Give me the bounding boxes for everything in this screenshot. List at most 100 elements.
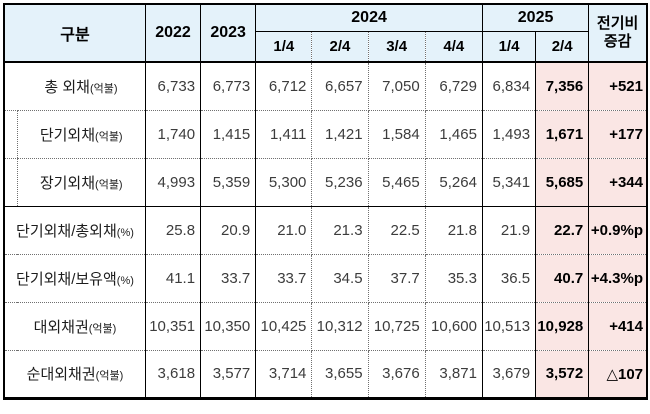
value-cell: 5,300	[255, 158, 313, 207]
value-cell: 6,733	[145, 62, 202, 111]
header-quarter-2025-q1: 1/4	[482, 31, 537, 63]
value-cell: 4,993	[145, 158, 202, 207]
row-label-unit: (억불)	[88, 322, 117, 335]
value-cell: 33.7	[255, 254, 313, 303]
value-cell: 3,618	[145, 350, 202, 398]
value-cell: 10,312	[311, 302, 369, 351]
header-row-groups: 구분 2022 2023 2024 2025 전기비 증감	[4, 4, 647, 63]
header-quarter-2024-q3: 3/4	[368, 31, 426, 63]
value-cell: 6,712	[255, 62, 313, 111]
row-label-unit: (억불)	[95, 178, 123, 191]
value-cell: 21.0	[255, 206, 313, 255]
header-change-line1: 전기비	[596, 15, 639, 32]
value-cell-highlight: 22.7	[535, 206, 590, 255]
header-2022: 2022	[145, 4, 202, 63]
change-cell: +177	[588, 110, 647, 159]
header-quarter-2024-q1: 1/4	[255, 31, 313, 63]
value-cell: 10,600	[425, 302, 483, 351]
value-cell: 5,236	[311, 158, 369, 207]
table-row-short-debt-ratio: 단기외채/총외채(%) 25.8 20.9 21.0 21.3 22.5 21.…	[4, 206, 647, 255]
external-debt-table-wrapper: 구분 2022 2023 2024 2025 전기비 증감 1/4 2/4 3/…	[3, 3, 648, 400]
header-row-quarters: 1/4 2/4 3/4 4/4 1/4 2/4	[4, 31, 647, 63]
value-cell: 25.8	[145, 206, 202, 255]
row-indent	[4, 62, 18, 111]
header-quarter-2024-q4: 4/4	[425, 31, 483, 63]
header-quarter-2024-q2: 2/4	[311, 31, 369, 63]
value-cell: 3,871	[425, 350, 483, 398]
row-label: 단기외채/총외채(%)	[4, 206, 146, 255]
value-cell-highlight: 5,685	[535, 158, 590, 207]
external-debt-table: 구분 2022 2023 2024 2025 전기비 증감 1/4 2/4 3/…	[3, 3, 648, 400]
row-label-text: 장기외채	[39, 174, 96, 192]
value-cell: 5,264	[425, 158, 483, 207]
row-label: 순대외채권(억불)	[4, 350, 146, 398]
row-label-text: 순대외채권	[26, 366, 96, 383]
value-cell: 3,577	[200, 350, 257, 398]
header-change-line2: 증감	[603, 33, 632, 50]
value-cell: 1,493	[482, 110, 537, 159]
header-category: 구분	[4, 4, 146, 63]
header-group-2025: 2025	[482, 4, 590, 32]
value-cell: 21.3	[311, 206, 369, 255]
value-cell: 1,740	[145, 110, 202, 159]
table-row-short-term-debt: 단기외채(억불) 1,740 1,415 1,411 1,421 1,584 1…	[4, 110, 647, 159]
header-quarter-2025-q2: 2/4	[535, 31, 590, 63]
value-cell-highlight: 40.7	[535, 254, 590, 303]
row-label-unit: (%)	[116, 274, 134, 287]
value-cell: 1,411	[255, 110, 313, 159]
value-cell: 22.5	[368, 206, 426, 255]
value-cell: 35.3	[425, 254, 483, 303]
value-cell: 10,425	[255, 302, 313, 351]
value-cell: 36.5	[482, 254, 537, 303]
value-cell: 10,513	[482, 302, 537, 351]
row-label-unit: (%)	[116, 226, 134, 239]
table-row-total-debt: 총 외채(억불) 6,733 6,773 6,712 6,657 7,050 6…	[4, 62, 647, 111]
value-cell: 6,657	[311, 62, 369, 111]
value-cell-highlight: 3,572	[535, 350, 590, 398]
value-cell-highlight: 7,356	[535, 62, 590, 111]
value-cell: 3,679	[482, 350, 537, 398]
value-cell: 5,341	[482, 158, 537, 207]
row-label-text: 대외채권	[33, 318, 89, 336]
row-label-text: 단기외채	[39, 126, 96, 144]
value-cell: 1,465	[425, 110, 483, 159]
table-row-long-term-debt: 장기외채(억불) 4,993 5,359 5,300 5,236 5,465 5…	[4, 158, 647, 207]
value-cell: 20.9	[200, 206, 257, 255]
value-cell: 10,351	[145, 302, 202, 351]
row-label-text: 총 외채	[44, 78, 90, 96]
header-group-2024: 2024	[255, 4, 483, 32]
row-label: 단기외채(억불)	[16, 110, 146, 159]
row-label: 대외채권(억불)	[4, 302, 146, 351]
value-cell-highlight: 10,928	[535, 302, 590, 351]
row-indent	[4, 158, 18, 207]
row-label-unit: (억불)	[95, 370, 124, 382]
row-label-text: 단기외채/총외채	[16, 222, 117, 240]
value-cell: 3,676	[368, 350, 426, 398]
value-cell: 37.7	[368, 254, 426, 303]
value-cell: 10,350	[200, 302, 257, 351]
value-cell: 6,773	[200, 62, 257, 111]
header-2023: 2023	[200, 4, 257, 63]
value-cell: 34.5	[311, 254, 369, 303]
row-label-unit: (억불)	[89, 82, 118, 95]
row-indent	[4, 110, 18, 159]
change-cell: +4.3%p	[588, 254, 647, 303]
value-cell: 1,415	[200, 110, 257, 159]
value-cell: 3,714	[255, 350, 313, 398]
change-cell: +0.9%p	[588, 206, 647, 255]
value-cell: 1,421	[311, 110, 369, 159]
row-label: 단기외채/보유액(%)	[4, 254, 146, 303]
header-change: 전기비 증감	[588, 4, 647, 63]
value-cell: 6,729	[425, 62, 483, 111]
value-cell: 10,725	[368, 302, 426, 351]
change-cell: +521	[588, 62, 647, 111]
change-cell: +414	[588, 302, 647, 351]
value-cell: 1,584	[368, 110, 426, 159]
value-cell: 41.1	[145, 254, 202, 303]
table-row-external-credit: 대외채권(억불) 10,351 10,350 10,425 10,312 10,…	[4, 302, 647, 351]
value-cell: 3,655	[311, 350, 369, 398]
change-cell: △107	[588, 350, 647, 398]
row-label: 총 외채(억불)	[17, 62, 146, 111]
value-cell: 6,834	[482, 62, 537, 111]
value-cell: 7,050	[368, 62, 426, 111]
